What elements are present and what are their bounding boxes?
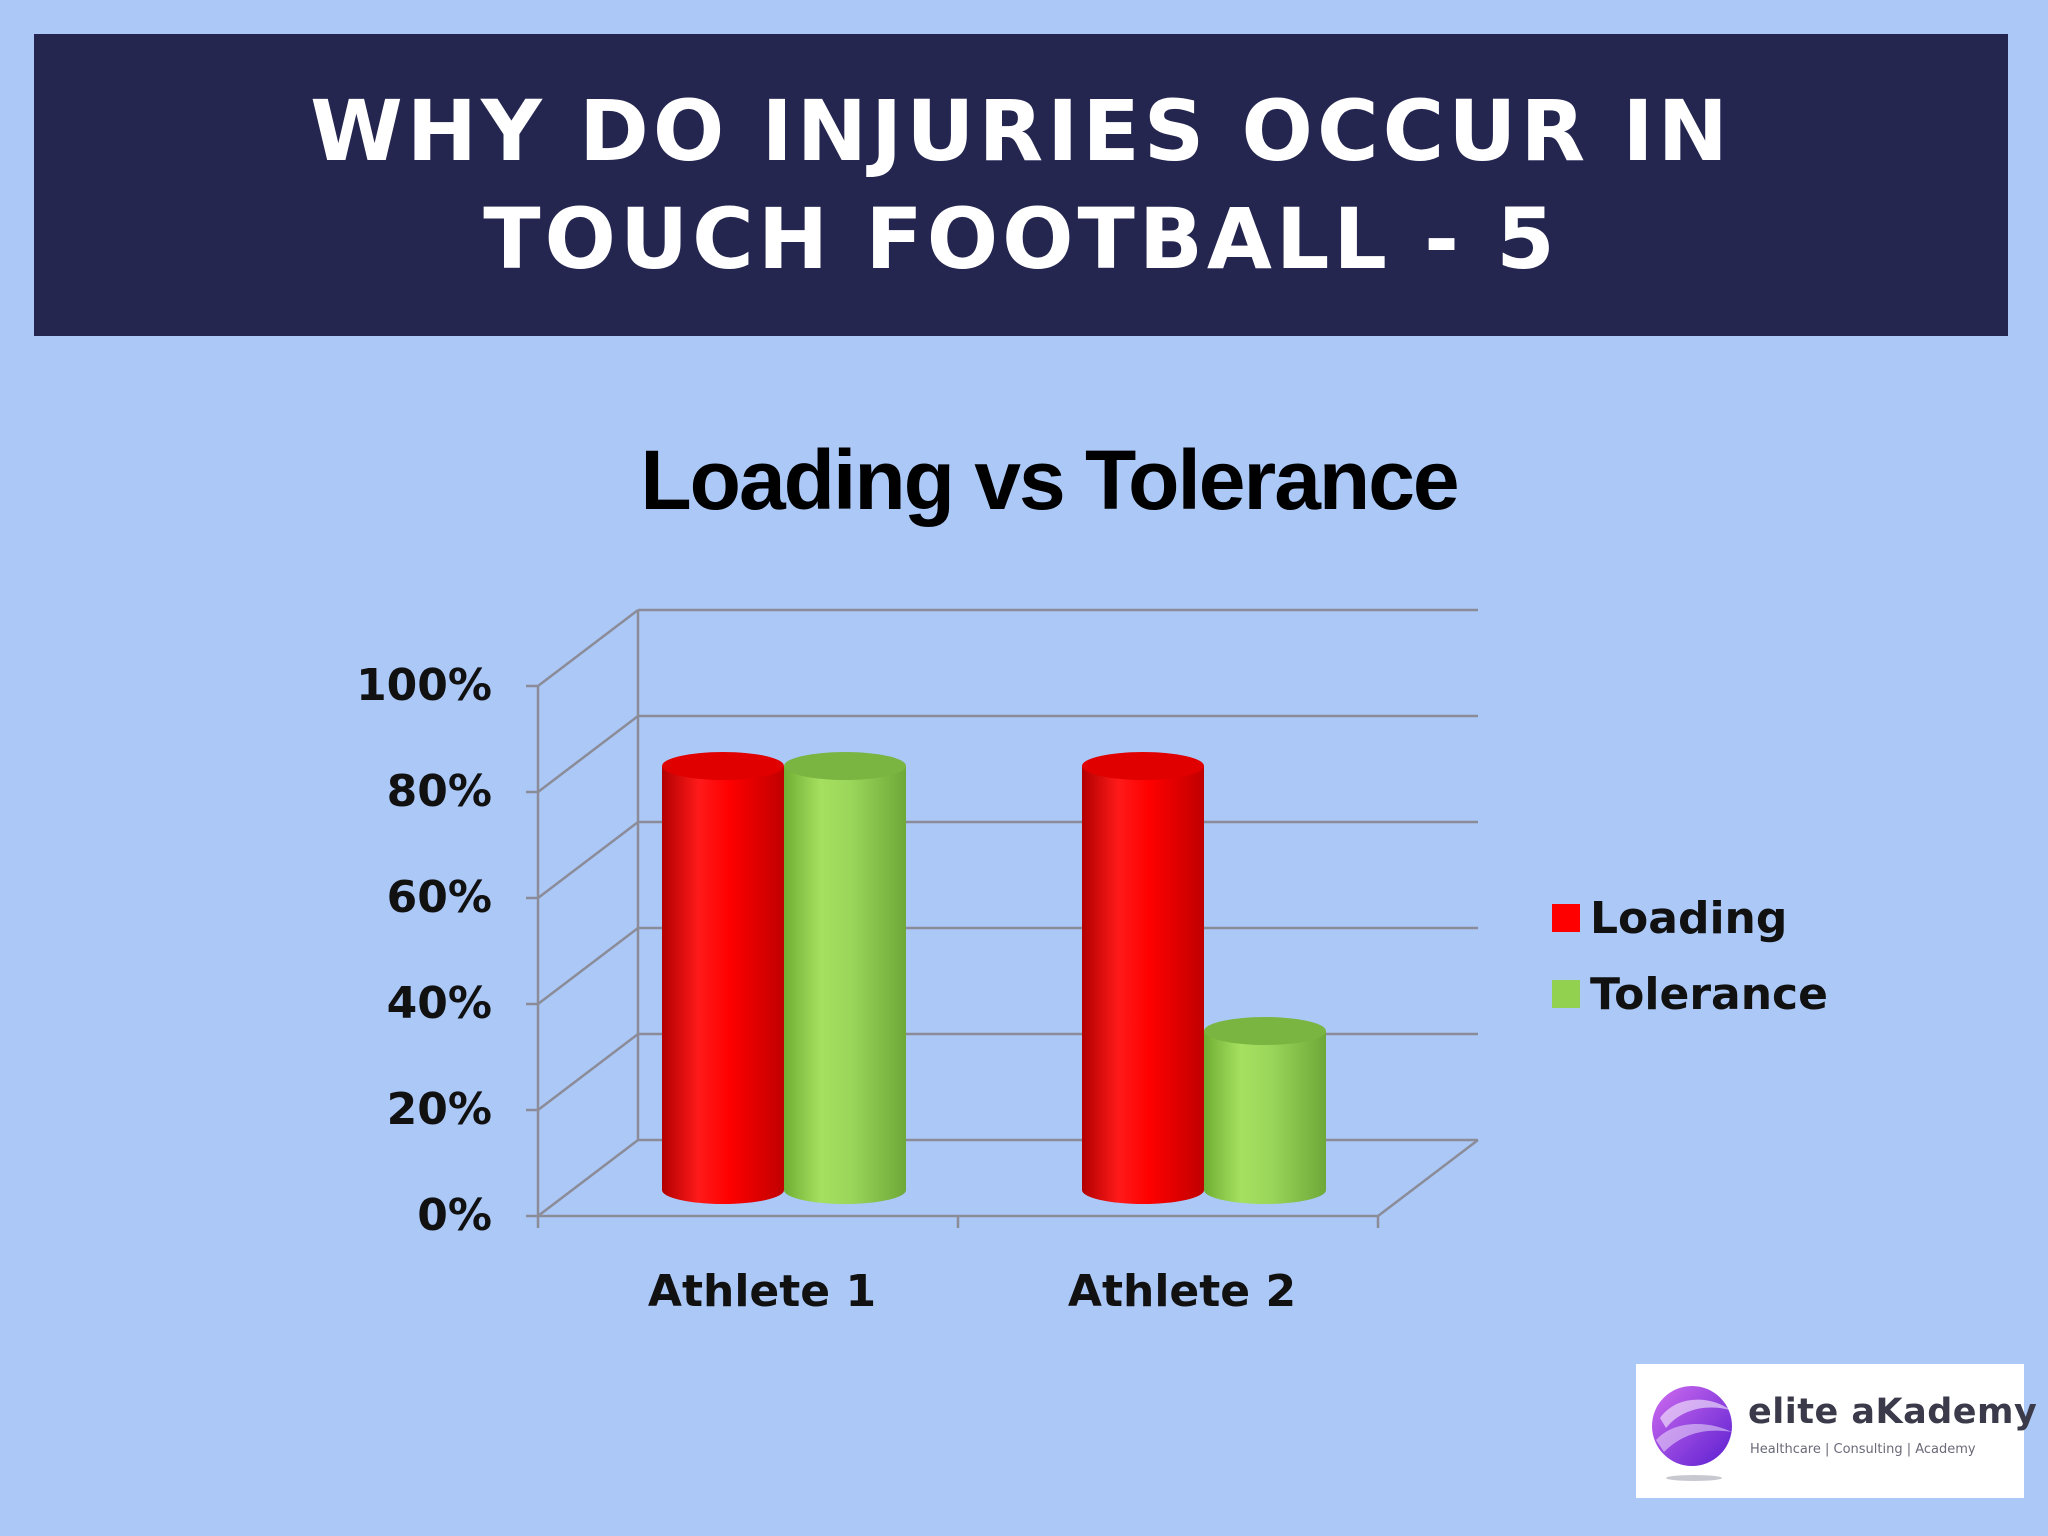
gridline-depth bbox=[537, 715, 639, 793]
y-tick-label: 80% bbox=[387, 766, 492, 817]
bar-top bbox=[662, 752, 784, 780]
y-tick-label: 40% bbox=[387, 978, 492, 1029]
legend-swatch bbox=[1552, 904, 1580, 932]
x-tick-label: Athlete 1 bbox=[648, 1266, 876, 1317]
legend-label: Tolerance bbox=[1590, 969, 1828, 1020]
elite-akademy-logo: elite aKademy Healthcare | Consulting | … bbox=[1636, 1364, 2037, 1498]
bar bbox=[662, 752, 784, 1204]
slide-title-line-2: TOUCH FOOTBALL - 5 bbox=[483, 190, 1559, 288]
y-tick-label: 20% bbox=[387, 1084, 492, 1135]
chart-title: Loading vs Tolerance bbox=[640, 433, 1459, 527]
gridline-depth bbox=[537, 609, 639, 687]
bar bbox=[1082, 752, 1204, 1204]
legend-label: Loading bbox=[1590, 893, 1787, 944]
bar-top bbox=[784, 752, 906, 780]
legend-swatch bbox=[1552, 980, 1580, 1008]
bar-top bbox=[1204, 1017, 1326, 1045]
bar-body bbox=[784, 766, 906, 1204]
bar bbox=[1204, 1017, 1326, 1204]
gridline-depth bbox=[537, 927, 639, 1005]
logo-swirl-icon bbox=[1652, 1386, 1732, 1481]
logo-name: elite aKademy bbox=[1748, 1392, 2038, 1432]
floor-right-edge bbox=[1377, 1139, 1479, 1217]
bar-body bbox=[662, 766, 784, 1204]
gridline-depth bbox=[537, 1139, 639, 1217]
title-banner: WHY DO INJURIES OCCUR IN TOUCH FOOTBALL … bbox=[34, 34, 2008, 336]
slide-title-line-1: WHY DO INJURIES OCCUR IN bbox=[310, 82, 1732, 180]
y-tick-label: 60% bbox=[387, 872, 492, 923]
bar-top bbox=[1082, 752, 1204, 780]
bar bbox=[784, 752, 906, 1204]
y-tick-label: 100% bbox=[356, 660, 492, 711]
y-tick-label: 0% bbox=[417, 1190, 492, 1241]
logo-tagline: Healthcare | Consulting | Academy bbox=[1750, 1442, 1976, 1457]
bar-body bbox=[1082, 766, 1204, 1204]
gridline-depth bbox=[537, 821, 639, 899]
x-tick-label: Athlete 2 bbox=[1068, 1266, 1296, 1317]
bar-body bbox=[1204, 1031, 1326, 1204]
gridline-depth bbox=[537, 1033, 639, 1111]
